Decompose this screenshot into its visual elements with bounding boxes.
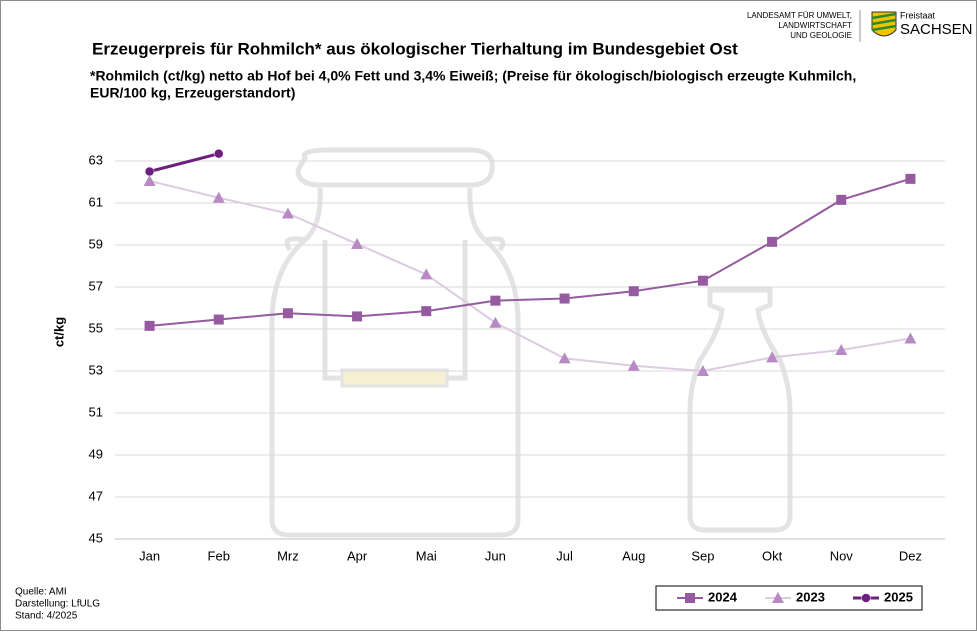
y-tick-label: 53 (89, 362, 103, 377)
x-tick-label: Nov (830, 548, 854, 563)
y-tick-label: 47 (89, 488, 103, 503)
y-tick-label: 61 (89, 194, 103, 209)
series-line (149, 179, 911, 373)
y-tick-label: 45 (89, 530, 103, 545)
x-tick-label: Feb (208, 548, 230, 563)
data-point (627, 359, 640, 371)
data-point (282, 308, 293, 319)
data-point (489, 316, 502, 328)
data-point (628, 286, 639, 297)
x-tick-label: Aug (622, 548, 645, 563)
y-tick-label: 55 (89, 320, 103, 335)
y-tick-label: 51 (89, 404, 103, 419)
note: Stand: 4/2025 (15, 611, 78, 622)
data-point (213, 314, 224, 325)
data-point (766, 351, 779, 363)
data-point (835, 344, 848, 355)
data-point (214, 148, 224, 159)
data-point (212, 191, 225, 203)
data-point (143, 174, 156, 186)
x-tick-label: Apr (347, 548, 368, 563)
series-line (149, 177, 911, 327)
data-point (558, 352, 571, 364)
data-point (351, 237, 364, 249)
y-tick-label: 49 (89, 446, 103, 461)
x-tick-label: Mai (416, 548, 437, 563)
data-point (281, 207, 294, 219)
x-tick-label: Sep (691, 548, 714, 563)
y-tick-label: 59 (89, 236, 103, 251)
data-point (904, 332, 917, 344)
x-tick-label: Dez (899, 548, 922, 563)
legend-label: 2025 (884, 589, 913, 604)
data-point (144, 320, 155, 331)
y-tick-label: 57 (89, 278, 103, 293)
data-point (490, 295, 501, 306)
subtitle: EUR/100 kg, Erzeugerstandort) (90, 85, 295, 101)
data-point (696, 365, 709, 376)
data-point (352, 311, 363, 322)
y-tick-label: 63 (89, 152, 103, 167)
legend-label: 2024 (708, 589, 738, 604)
logo-text: Freistaat (900, 10, 936, 20)
legend-marker (861, 593, 871, 603)
data-point (905, 173, 916, 184)
x-tick-label: Jan (139, 548, 160, 563)
data-point (420, 268, 433, 280)
legend-marker (685, 593, 695, 603)
legend-marker (772, 592, 784, 603)
note: Darstellung: LfULG (15, 599, 100, 610)
data-point (559, 293, 570, 304)
x-tick-label: Jun (485, 548, 506, 563)
x-tick-label: Jul (556, 548, 573, 563)
series-line (149, 152, 220, 173)
subtitle: *Rohmilch (ct/kg) netto ab Hof bei 4,0% … (90, 68, 856, 84)
logo-text: UND GEOLOGIE (790, 31, 852, 40)
legend-label: 2023 (796, 589, 825, 604)
x-tick-label: Mrz (277, 548, 299, 563)
x-tick-label: Okt (762, 548, 783, 563)
logo-text: LANDESAMT FÜR UMWELT, (747, 11, 852, 20)
data-point (767, 236, 778, 247)
y-axis-label: ct/kg (51, 317, 66, 347)
logo-shield-stripes (871, 12, 897, 32)
note: Quelle: AMI (15, 587, 67, 598)
logo-text: LANDWIRTSCHAFT (778, 21, 852, 30)
logo-text: SACHSEN (900, 21, 973, 38)
label-plate (340, 368, 449, 388)
data-point (144, 166, 155, 177)
data-point (836, 194, 847, 205)
data-point (421, 306, 432, 317)
chart-title: Erzeugerpreis für Rohmilch* aus ökologis… (92, 39, 738, 58)
data-point (697, 275, 708, 286)
